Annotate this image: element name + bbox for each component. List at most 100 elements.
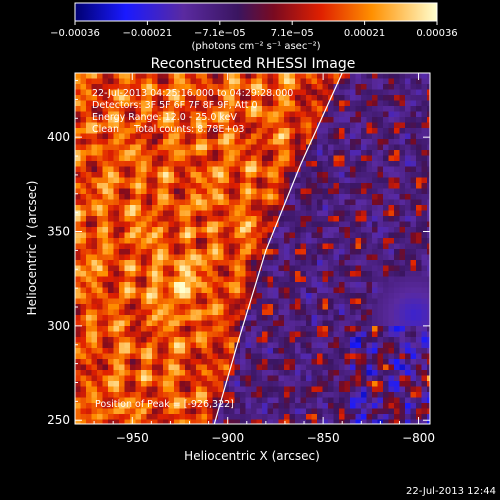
heatmap-cell	[278, 232, 285, 239]
heatmap-cell	[421, 84, 428, 90]
heatmap-cell	[300, 370, 307, 376]
heatmap-cell	[168, 381, 175, 387]
heatmap-cell	[80, 183, 87, 189]
heatmap-cell	[377, 227, 384, 233]
heatmap-cell	[251, 282, 257, 288]
heatmap-cell	[251, 216, 257, 222]
heatmap-cell	[141, 298, 147, 305]
heatmap-cell	[421, 238, 428, 244]
heatmap-cell	[333, 89, 340, 96]
heatmap-cell	[383, 232, 389, 239]
heatmap-cell	[212, 298, 219, 305]
heatmap-cell	[317, 403, 323, 409]
heatmap-cell	[168, 128, 175, 134]
heatmap-cell	[212, 133, 219, 140]
heatmap-cell	[361, 238, 367, 244]
heatmap-cell	[179, 370, 186, 376]
heatmap-cell	[130, 359, 136, 365]
heatmap-cell	[311, 227, 318, 233]
heatmap-cell	[240, 177, 246, 184]
heatmap-cell	[229, 194, 235, 200]
heatmap-cell	[245, 359, 252, 365]
heatmap-cell	[190, 381, 197, 387]
heatmap-cell	[383, 199, 389, 206]
heatmap-cell	[240, 150, 246, 156]
heatmap-cell	[245, 166, 252, 173]
heatmap-cell	[223, 276, 230, 283]
heatmap-cell	[174, 375, 180, 382]
heatmap-cell	[322, 78, 329, 85]
heatmap-cell	[410, 309, 417, 316]
heatmap-cell	[377, 183, 384, 189]
heatmap-cell	[163, 106, 169, 112]
heatmap-cell	[317, 221, 323, 228]
heatmap-cell	[405, 128, 411, 134]
heatmap-cell	[339, 133, 345, 140]
heatmap-cell	[355, 111, 362, 118]
heatmap-cell	[80, 315, 87, 321]
heatmap-cell	[372, 155, 378, 162]
heatmap-cell	[361, 304, 367, 310]
heatmap-cell	[388, 381, 395, 387]
heatmap-cell	[157, 381, 164, 387]
heatmap-cell	[124, 342, 131, 349]
heatmap-cell	[141, 320, 147, 327]
heatmap-cell	[284, 183, 290, 189]
heatmap-cell	[278, 342, 285, 349]
heatmap-cell	[383, 166, 389, 173]
heatmap-cell	[339, 287, 345, 294]
heatmap-cell	[377, 364, 384, 371]
heatmap-cell	[317, 188, 323, 195]
heatmap-cell	[229, 249, 235, 255]
heatmap-cell	[130, 298, 136, 305]
heatmap-cell	[262, 194, 268, 200]
heatmap-cell	[146, 216, 153, 222]
heatmap-cell	[399, 144, 406, 151]
heatmap-cell	[119, 320, 125, 327]
heatmap-cell	[278, 408, 285, 415]
heatmap-cell	[201, 188, 208, 195]
heatmap-cell	[410, 177, 417, 184]
heatmap-cell	[416, 117, 422, 123]
heatmap-cell	[201, 216, 208, 222]
heatmap-cell	[333, 397, 340, 404]
heatmap-cell	[240, 271, 246, 277]
heatmap-cell	[97, 249, 103, 255]
heatmap-cell	[113, 331, 120, 338]
heatmap-cell	[190, 364, 197, 371]
heatmap-cell	[388, 403, 395, 409]
heatmap-cell	[91, 304, 98, 310]
heatmap-cell	[333, 304, 340, 310]
heatmap-cell	[141, 331, 147, 338]
heatmap-cell	[410, 408, 417, 415]
heatmap-cell	[256, 243, 263, 250]
heatmap-cell	[355, 260, 362, 266]
heatmap-cell	[344, 375, 351, 382]
heatmap-cell	[234, 161, 241, 167]
heatmap-cell	[383, 353, 389, 360]
heatmap-cell	[311, 315, 318, 321]
heatmap-cell	[75, 298, 81, 305]
heatmap-cell	[372, 254, 378, 261]
heatmap-cell	[366, 172, 373, 178]
heatmap-cell	[86, 122, 92, 129]
heatmap-cell	[344, 364, 351, 371]
heatmap-cell	[245, 194, 252, 200]
heatmap-cell	[130, 111, 136, 118]
heatmap-cell	[339, 381, 345, 387]
heatmap-cell	[157, 342, 164, 349]
heatmap-cell	[212, 100, 219, 107]
heatmap-cell	[75, 370, 81, 376]
heatmap-cell	[97, 293, 103, 299]
heatmap-cell	[361, 84, 367, 90]
heatmap-cell	[130, 166, 136, 173]
heatmap-cell	[427, 155, 430, 162]
heatmap-cell	[256, 117, 263, 123]
heatmap-cell	[174, 282, 180, 288]
heatmap-cell	[355, 375, 362, 382]
heatmap-cell	[284, 414, 290, 420]
heatmap-cell	[317, 227, 323, 233]
heatmap-cell	[377, 243, 384, 250]
heatmap-cell	[339, 238, 345, 244]
heatmap-cell	[361, 353, 367, 360]
